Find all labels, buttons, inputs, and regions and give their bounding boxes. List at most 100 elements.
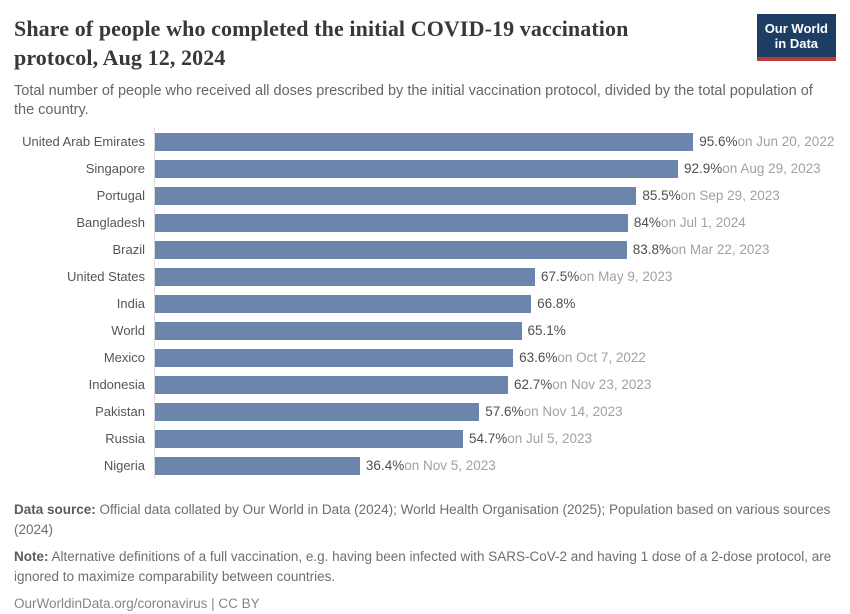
row-plot: 62.7%on Nov 23, 2023 — [154, 371, 836, 399]
value-date: on Nov 23, 2023 — [552, 377, 652, 393]
bar-indonesia[interactable] — [155, 375, 508, 394]
value-date: on Jul 5, 2023 — [507, 431, 593, 447]
chart-row-pakistan: Pakistan 57.6%on Nov 14, 2023 — [14, 398, 836, 426]
row-plot: 84%on Jul 1, 2024 — [154, 209, 836, 237]
country-label-nigeria: Nigeria — [103, 458, 145, 474]
country-label-bangladesh: Bangladesh — [76, 215, 145, 231]
row-plot: 92.9%on Aug 29, 2023 — [154, 155, 836, 183]
value-percent: 95.6% — [699, 134, 738, 150]
value-date: on Nov 5, 2023 — [404, 458, 496, 474]
bar-united-arab-emirates[interactable] — [155, 132, 694, 151]
country-label-mexico: Mexico — [103, 350, 145, 366]
value-date: on Jun 20, 2022 — [737, 134, 835, 150]
value-percent: 62.7% — [514, 377, 553, 393]
row-plot: 36.4%on Nov 5, 2023 — [154, 452, 836, 480]
value-label-united-states: 67.5%on May 9, 2023 — [541, 269, 672, 284]
row-plot: 65.1% — [154, 317, 836, 345]
note-label: Note: — [14, 549, 49, 565]
value-label-mexico: 63.6%on Oct 7, 2022 — [519, 350, 646, 365]
value-label-nigeria: 36.4%on Nov 5, 2023 — [366, 458, 496, 473]
chart-row-indonesia: Indonesia 62.7%on Nov 23, 2023 — [14, 371, 836, 399]
citation-line: OurWorldinData.org/coronavirus | CC BY — [14, 594, 836, 614]
bar-russia[interactable] — [155, 429, 463, 448]
chart-row-mexico: Mexico 63.6%on Oct 7, 2022 — [14, 344, 836, 372]
value-percent: 36.4% — [365, 458, 405, 474]
value-date: on Sep 29, 2023 — [680, 188, 780, 204]
logo-text-line2: in Data — [774, 36, 819, 52]
country-label-portugal: Portugal — [96, 188, 145, 204]
value-percent: 84% — [633, 215, 661, 231]
owid-url-link[interactable]: OurWorldinData.org/coronavirus — [14, 596, 208, 612]
row-plot: 85.5%on Sep 29, 2023 — [154, 182, 836, 210]
bar-pakistan[interactable] — [155, 402, 480, 421]
country-label-united-arab-emirates: United Arab Emirates — [22, 134, 145, 150]
bar-world[interactable] — [155, 321, 522, 340]
chart-row-united-states: United States 67.5%on May 9, 2023 — [14, 263, 836, 291]
value-percent: 57.6% — [485, 404, 524, 420]
value-percent: 92.9% — [684, 161, 723, 177]
chart-footer: Data source: Official data collated by O… — [14, 500, 836, 614]
chart-row-bangladesh: Bangladesh 84%on Jul 1, 2024 — [14, 209, 836, 237]
note-line: Note: Alternative definitions of a full … — [14, 547, 836, 587]
bar-mexico[interactable] — [155, 348, 514, 367]
bar-chart: United Arab Emirates 95.6%on Jun 20, 2022… — [14, 128, 836, 480]
data-source-line: Data source: Official data collated by O… — [14, 500, 836, 540]
row-plot: 63.6%on Oct 7, 2022 — [154, 344, 836, 372]
value-percent: 65.1% — [527, 323, 566, 339]
value-label-portugal: 85.5%on Sep 29, 2023 — [642, 188, 779, 203]
chart-row-portugal: Portugal 85.5%on Sep 29, 2023 — [14, 182, 836, 210]
row-plot: 57.6%on Nov 14, 2023 — [154, 398, 836, 426]
country-label-brazil: Brazil — [112, 242, 145, 258]
bar-united-states[interactable] — [155, 267, 536, 286]
chart-title: Share of people who completed the initia… — [14, 16, 629, 71]
value-date: on Aug 29, 2023 — [722, 161, 821, 177]
value-label-bangladesh: 84%on Jul 1, 2024 — [634, 215, 746, 230]
chart-row-nigeria: Nigeria 36.4%on Nov 5, 2023 — [14, 452, 836, 480]
owid-chart-page: Share of people who completed the initia… — [14, 14, 836, 611]
value-date: on Jul 1, 2024 — [660, 215, 746, 231]
note-text: Alternative definitions of a full vaccin… — [14, 549, 832, 585]
value-percent: 54.7% — [468, 431, 508, 447]
data-source-label: Data source: — [14, 502, 96, 518]
country-label-india: India — [116, 296, 145, 312]
value-label-united-arab-emirates: 95.6%on Jun 20, 2022 — [699, 134, 834, 149]
chart-row-united-arab-emirates: United Arab Emirates 95.6%on Jun 20, 2022 — [14, 128, 836, 156]
row-plot: 66.8% — [154, 290, 836, 318]
license-label: CC BY — [218, 596, 260, 612]
row-plot: 54.7%on Jul 5, 2023 — [154, 425, 836, 453]
value-label-world: 65.1% — [528, 323, 566, 338]
bar-bangladesh[interactable] — [155, 213, 628, 232]
logo-text-line1: Our World — [764, 21, 828, 36]
chart-row-brazil: Brazil 83.8%on Mar 22, 2023 — [14, 236, 836, 264]
country-label-indonesia: Indonesia — [88, 377, 145, 393]
chart-subtitle: Total number of people who received all … — [14, 83, 813, 118]
chart-row-india: India 66.8% — [14, 290, 836, 318]
value-date: on May 9, 2023 — [579, 269, 673, 285]
country-label-singapore: Singapore — [85, 161, 145, 177]
bar-singapore[interactable] — [155, 159, 679, 178]
bar-india[interactable] — [155, 294, 532, 313]
country-label-world: World — [111, 323, 145, 339]
row-plot: 67.5%on May 9, 2023 — [154, 263, 836, 291]
row-plot: 95.6%on Jun 20, 2022 — [154, 128, 836, 156]
value-percent: 67.5% — [541, 269, 580, 285]
chart-header: Share of people who completed the initia… — [14, 14, 836, 119]
chart-rows: United Arab Emirates 95.6%on Jun 20, 2022… — [14, 128, 836, 480]
country-label-united-states: United States — [66, 269, 145, 285]
owid-logo[interactable]: Our World in Data — [756, 14, 836, 61]
value-label-indonesia: 62.7%on Nov 23, 2023 — [514, 377, 651, 392]
citation-separator: | — [207, 596, 219, 612]
value-label-india: 66.8% — [537, 296, 575, 311]
value-percent: 83.8% — [632, 242, 672, 258]
value-percent: 66.8% — [537, 296, 576, 312]
bar-portugal[interactable] — [155, 186, 637, 205]
bar-brazil[interactable] — [155, 240, 627, 259]
value-label-singapore: 92.9%on Aug 29, 2023 — [684, 161, 821, 176]
row-plot: 83.8%on Mar 22, 2023 — [154, 236, 836, 264]
country-label-pakistan: Pakistan — [95, 404, 145, 420]
value-label-pakistan: 57.6%on Nov 14, 2023 — [485, 404, 622, 419]
value-label-brazil: 83.8%on Mar 22, 2023 — [633, 242, 770, 257]
data-source-text: Official data collated by Our World in D… — [14, 502, 831, 538]
bar-nigeria[interactable] — [155, 456, 360, 475]
value-date: on Mar 22, 2023 — [671, 242, 770, 258]
